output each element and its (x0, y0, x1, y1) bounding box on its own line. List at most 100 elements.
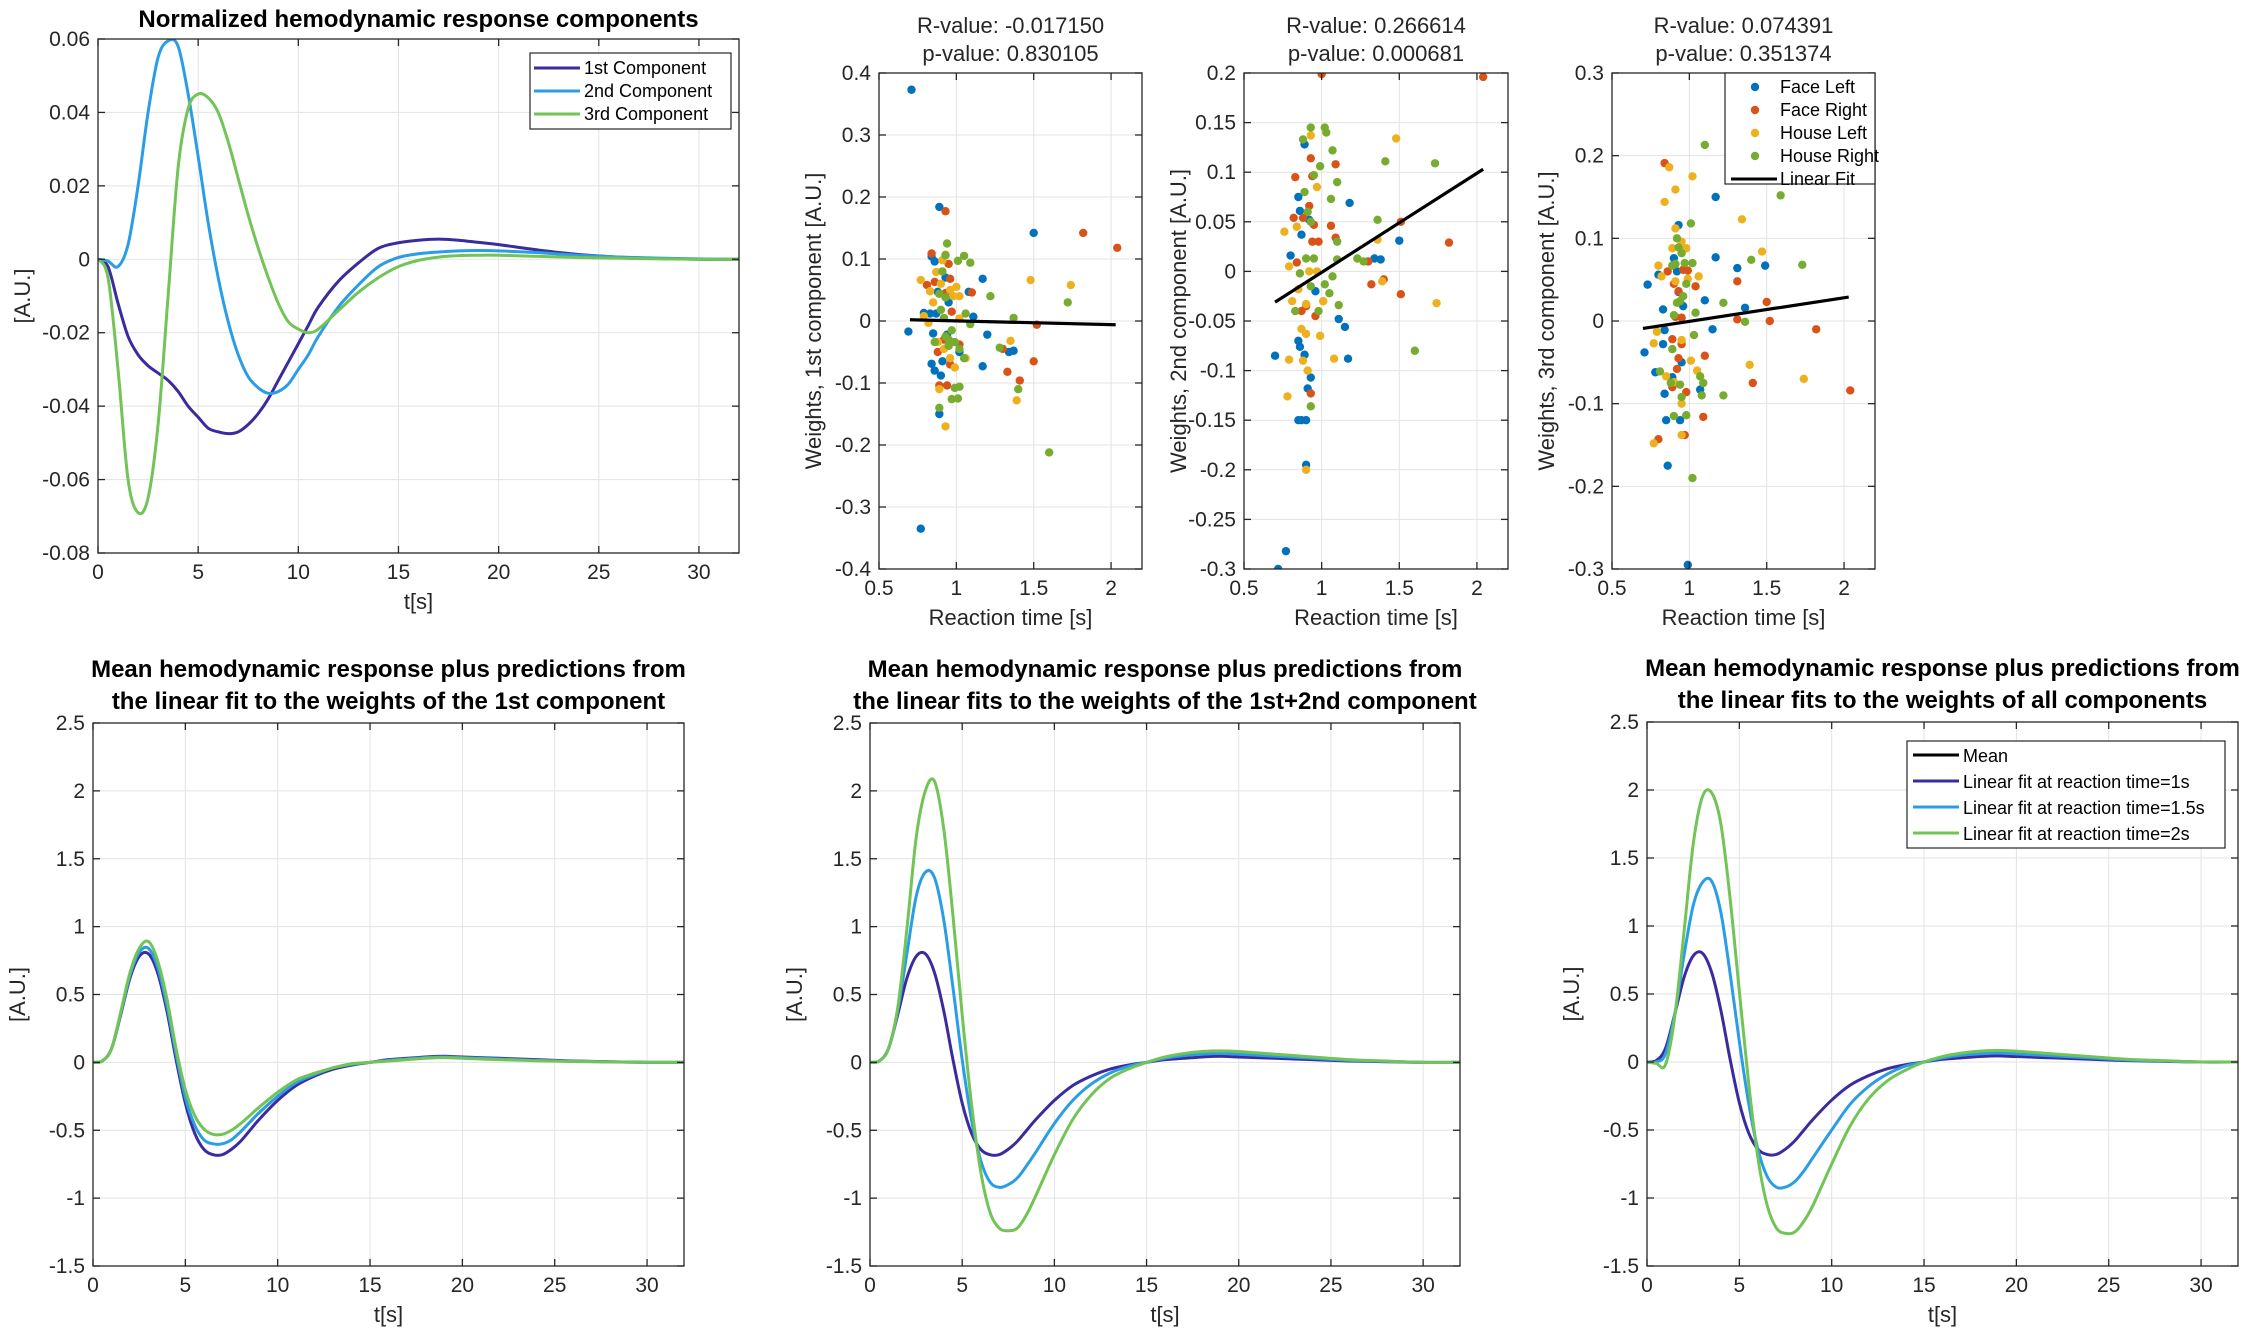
y-tick-label: 2.5 (1610, 711, 1639, 734)
scatter-point-face-left (907, 85, 916, 94)
series-line-3 (870, 777, 1460, 1233)
scatter-point-face-left (1711, 192, 1720, 202)
scatter-point-house-left (1284, 355, 1294, 364)
scatter-point-house-right (1691, 308, 1700, 317)
scatter-point-house-left (941, 422, 950, 431)
chart-title-line-1: Mean hemodynamic response plus predictio… (1645, 655, 2240, 682)
prediction-plot-1st-2nd: 0 5 10 15 20 25 30 -1.5 -1 -0.5 0 0.5 1 1.5 2 2.5 t[s] [A… (782, 656, 1477, 1327)
scatter-point-face-left (1663, 461, 1672, 470)
y-tick-label: 0.2 (842, 186, 871, 209)
y-tick-label: 0.02 (49, 175, 90, 198)
x-tick-label: 1.5 (1752, 577, 1781, 600)
scatter-point-house-left (1649, 439, 1658, 448)
x-axis-label: t[s] (374, 1302, 403, 1327)
scatter-point-face-right (1846, 386, 1855, 395)
scatter-point-house-right (995, 343, 1004, 352)
scatter-point-house-right (1309, 170, 1319, 180)
scatter-point-house-right (961, 309, 970, 318)
x-tick-label: 5 (956, 1274, 968, 1297)
scatter-point-house-left (1391, 134, 1401, 143)
scatter-point-face-right (1396, 290, 1406, 299)
y-tick-label: 1 (73, 916, 85, 939)
y-tick-label: 0.2 (1575, 145, 1604, 168)
x-axis-label: t[s] (1928, 1302, 1957, 1327)
x-tick-label: 5 (1734, 1274, 1746, 1297)
scatter-point-house-left (936, 279, 946, 288)
scatter-point-house-right (1669, 311, 1679, 320)
scatter-point-house-right (1303, 207, 1312, 217)
scatter-point-house-right (955, 382, 964, 391)
scatter-point-house-left (1671, 224, 1680, 233)
scatter-point-face-right (1762, 297, 1771, 307)
scatter-point-face-right (1478, 73, 1488, 82)
scatter-point-house-left (1306, 131, 1315, 140)
x-tick-label: 0 (864, 1274, 876, 1297)
scatter-point-face-right (1113, 243, 1122, 253)
scatter-point-house-left (1292, 222, 1302, 231)
y-tick-label: -0.05 (1188, 310, 1236, 333)
scatter-point-house-right (1747, 255, 1756, 265)
scatter-point-face-right (1015, 376, 1024, 385)
x-tick-label: 1 (951, 577, 963, 600)
scatter-point-house-right (1044, 448, 1054, 457)
scatter-point-house-right (1320, 280, 1329, 289)
legend-label: Face Left (1780, 77, 1855, 97)
scatter-point-house-left (916, 275, 925, 285)
scatter-point-face-left (978, 274, 987, 284)
y-tick-label: 2.5 (833, 712, 862, 735)
scatter-point-house-right (1300, 187, 1309, 197)
scatter-point-face-left (978, 362, 987, 371)
scatter-point-house-left (1432, 298, 1441, 308)
y-tick-label: 0.4 (842, 62, 872, 85)
x-tick-label: 1.5 (1019, 577, 1048, 600)
scatter-point-face-right (1700, 351, 1710, 360)
scatter-point-face-right (1733, 315, 1742, 324)
scatter-point-face-right (1314, 237, 1323, 246)
y-tick-label: 2 (850, 780, 862, 803)
series-line-1 (98, 39, 739, 395)
scatter-point-house-right (1381, 157, 1390, 166)
scatter-plot-2nd-component: 0.5 1 1.5 2 -0.3 -0.25 -0.2 -0.15 -0.1 -0.05 0 0.05… (1166, 13, 1509, 630)
y-tick-label: -0.3 (1568, 558, 1604, 581)
scatter-point-house-left (919, 311, 929, 321)
scatter-point-house-right (935, 289, 944, 298)
scatter-point-house-right (942, 239, 952, 248)
scatter-point-house-right (953, 256, 963, 266)
scatter-point-house-right (1655, 367, 1665, 376)
scatter-point-house-right (1314, 306, 1323, 316)
scatter-point-face-left (1306, 373, 1315, 382)
scatter-point-house-right (986, 292, 995, 301)
scatter-point-house-left (1649, 339, 1658, 348)
scatter-point-face-right (1331, 160, 1340, 169)
chart-title-line-2: the linear fits to the weights of the 1s… (853, 688, 1476, 715)
scatter-point-face-right (1683, 266, 1693, 275)
y-tick-label: 0 (850, 1051, 862, 1074)
series-line-1 (1647, 950, 2238, 1157)
x-tick-label: 15 (1912, 1274, 1935, 1297)
scatter-point-face-left (1343, 354, 1353, 363)
scatter-point-house-right (1309, 254, 1319, 263)
scatter-point-house-right (1719, 298, 1728, 308)
scatter-point-face-left (1660, 389, 1669, 398)
scatter-point-face-right (947, 307, 956, 316)
series-line-1 (870, 950, 1460, 1157)
legend-label: Linear fit at reaction time=1.5s (1963, 798, 2205, 818)
y-tick-label: 1.5 (1610, 847, 1639, 870)
scatter-point-face-left (1708, 325, 1717, 334)
scatter-point-house-left (1303, 366, 1312, 375)
scatter-point-house-right (1668, 261, 1677, 270)
x-tick-label: 0.5 (1597, 577, 1626, 600)
scatter-point-house-right (1410, 346, 1420, 355)
chart-title-line-2: the linear fits to the weights of all co… (1678, 687, 2207, 714)
x-tick-label: 10 (1820, 1274, 1843, 1297)
scatter-point-house-left (1305, 267, 1314, 276)
x-tick-label: 15 (358, 1274, 381, 1297)
scatter-point-house-right (1699, 378, 1708, 388)
x-axis-label: t[s] (1150, 1302, 1179, 1327)
scatter-point-face-left (1286, 251, 1295, 260)
scatter-point-house-left (955, 292, 964, 301)
scatter-point-house-left (1694, 272, 1703, 281)
x-axis-label: Reaction time [s] (929, 605, 1093, 630)
scatter-point-face-left (938, 357, 947, 366)
scatter-point-house-left (935, 385, 944, 394)
